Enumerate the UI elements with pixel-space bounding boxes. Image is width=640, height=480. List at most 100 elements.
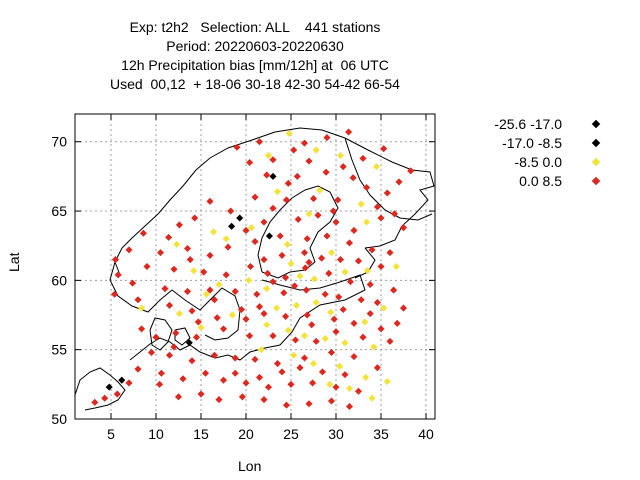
data-point-series-4 [350, 353, 358, 361]
data-point-series-4 [165, 233, 173, 241]
chart-title-line-2: Period: 20220603-20220630 [166, 38, 344, 54]
data-point-series-3 [336, 362, 344, 370]
data-point-series-4 [393, 319, 401, 327]
data-point-series-4 [325, 269, 333, 277]
data-point-series-3 [372, 163, 381, 171]
data-point-series-4 [407, 167, 415, 175]
y-axis-label: Lat [2, 239, 22, 272]
data-point-series-4 [246, 262, 255, 271]
y-tick-label: 70 [51, 134, 67, 150]
chart-title-line-1: Exp: t2h2 Selection: ALL 441 stations [129, 19, 381, 35]
data-point-series-4 [318, 254, 326, 262]
data-point-series-4 [143, 262, 151, 271]
data-point-series-4 [147, 348, 156, 356]
data-point-series-4 [305, 258, 313, 266]
data-point-series-4 [260, 218, 268, 226]
data-point-series-4 [327, 397, 336, 405]
data-point-series-4 [280, 289, 288, 297]
data-point-series-3 [173, 240, 181, 248]
data-point-series-4 [255, 373, 264, 381]
data-point-series-4 [183, 287, 192, 295]
data-point-series-4 [194, 318, 202, 326]
data-point-series-3 [363, 267, 372, 275]
data-point-series-4 [287, 380, 295, 388]
x-tick-label: 5 [107, 426, 115, 442]
data-point-series-4 [350, 226, 358, 234]
data-point-series-4 [111, 256, 120, 264]
data-point-series-3 [197, 323, 205, 332]
data-point-series-4 [210, 296, 219, 304]
data-point-series-4 [238, 393, 246, 401]
data-point-series-3 [357, 200, 365, 208]
data-point-series-4 [260, 256, 268, 264]
data-point-series-4 [200, 268, 208, 276]
data-point-series-3 [287, 260, 295, 268]
data-point-series-4 [165, 301, 174, 309]
data-point-series-3 [341, 268, 349, 276]
data-point-series-4 [290, 146, 298, 154]
data-point-series-4 [366, 280, 374, 289]
data-point-series-3 [380, 304, 388, 312]
data-point-series-1 [118, 376, 126, 384]
data-point-series-4 [224, 243, 232, 251]
data-point-series-4 [300, 139, 309, 147]
data-point-series-4 [330, 315, 338, 323]
legend-entry-3: -8.5 0.0 [514, 154, 562, 170]
data-point-series-4 [152, 333, 160, 341]
data-point-series-4 [278, 251, 286, 259]
data-point-series-3 [264, 152, 273, 160]
data-point-series-4 [233, 143, 241, 151]
data-point-series-4 [251, 238, 259, 246]
data-point-series-3 [326, 380, 334, 388]
x-tick-label: 30 [328, 426, 344, 442]
data-point-series-4 [101, 394, 109, 402]
data-point-series-4 [227, 207, 235, 215]
data-point-series-4 [291, 282, 299, 290]
data-point-series-4 [219, 376, 228, 384]
data-point-series-4 [323, 134, 331, 142]
data-point-series-3 [247, 224, 255, 232]
data-point-series-3 [370, 343, 378, 351]
data-point-series-4 [312, 337, 320, 345]
data-point-series-4 [125, 379, 133, 387]
data-point-series-4 [345, 128, 353, 136]
data-point-series-4 [377, 262, 385, 271]
x-axis-label: Lon [238, 458, 262, 474]
data-point-series-4 [246, 332, 254, 340]
data-point-series-4 [373, 364, 381, 372]
data-point-series-4 [186, 256, 194, 264]
data-point-series-4 [383, 189, 391, 197]
data-point-series-3 [392, 262, 400, 271]
data-point-series-4 [255, 138, 264, 146]
axis-ticks: 5 10 15 20 25 30 35 40 50 55 60 65 70 [51, 114, 435, 442]
y-tick-label: 55 [51, 342, 67, 358]
coastline-gulf-of-bothnia [257, 185, 339, 279]
data-point-series-3 [138, 304, 146, 312]
data-point-series-4 [134, 365, 142, 373]
data-point-series-4 [346, 278, 354, 286]
data-point-series-4 [174, 393, 183, 401]
data-point-series-3 [292, 301, 300, 309]
legend-entry-2: -17.0 -8.5 [502, 135, 562, 151]
data-point-series-4 [373, 299, 381, 307]
data-point-series-4 [329, 207, 337, 215]
data-point-series-4 [273, 360, 282, 368]
data-point-series-3 [309, 360, 318, 368]
data-point-series-4 [350, 319, 358, 327]
data-point-series-4 [303, 311, 311, 319]
data-point-series-4 [339, 163, 347, 171]
data-point-series-4 [282, 401, 291, 409]
data-point-series-3 [222, 235, 230, 243]
data-point-series-4 [113, 390, 121, 398]
data-point-series-4 [170, 265, 178, 273]
data-point-series-4 [192, 333, 201, 341]
data-point-series-4 [335, 293, 343, 301]
data-point-series-4 [354, 257, 363, 265]
data-point-series-4 [251, 193, 259, 201]
data-point-series-4 [368, 246, 376, 254]
data-point-series-4 [345, 402, 354, 411]
coastline-netherlands [74, 367, 126, 411]
data-point-series-4 [264, 383, 273, 391]
data-point-series-4 [386, 249, 394, 257]
